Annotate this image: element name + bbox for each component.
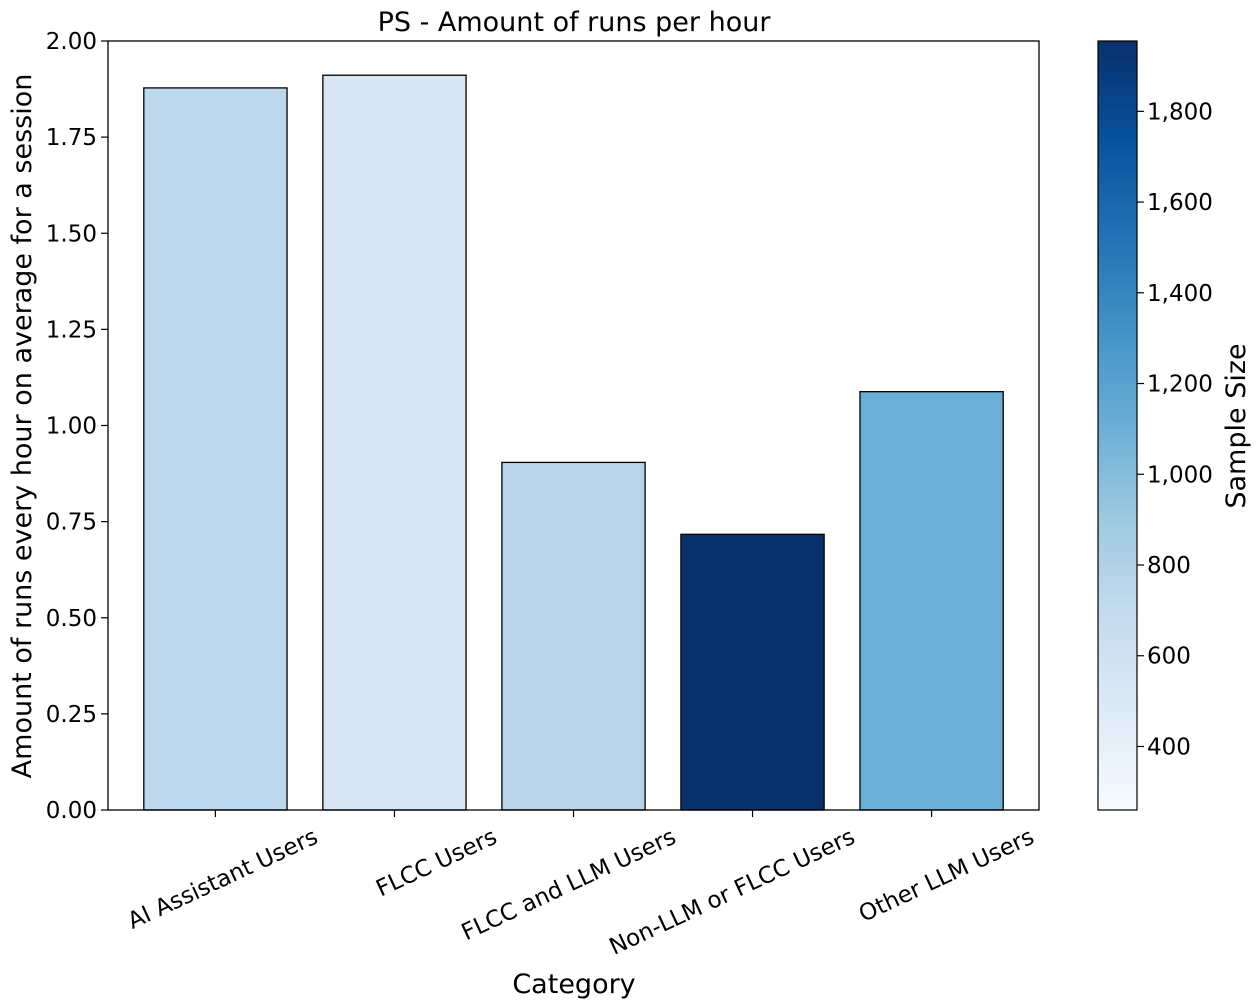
- y-tick-label: 0.75: [46, 510, 97, 536]
- x-tick-label: AI Assistant Users: [124, 824, 322, 935]
- chart-title: PS - Amount of runs per hour: [378, 7, 772, 38]
- bar-1: [143, 87, 288, 811]
- colorbar-tick-label: 600: [1147, 644, 1191, 670]
- colorbar-ticks: 400 600 800 1,000 1,200 1,400 1,600 1,800: [1137, 99, 1213, 760]
- bar-5: [859, 391, 1004, 811]
- colorbar-gradient: [1097, 40, 1138, 811]
- x-axis-label: Category: [512, 969, 635, 1000]
- y-axis-label: Amount of runs every hour on average for…: [7, 74, 38, 779]
- bar-4: [680, 533, 825, 811]
- colorbar-label: Sample Size: [1221, 343, 1252, 508]
- bar-3: [501, 461, 646, 811]
- colorbar-tick-label: 400: [1147, 734, 1191, 760]
- colorbar-tick-label: 1,200: [1147, 372, 1213, 398]
- bars-group: [143, 74, 1004, 811]
- y-tick-label: 1.50: [46, 221, 97, 247]
- y-tick-label: 2.00: [46, 29, 97, 55]
- y-tick-label: 1.75: [46, 125, 97, 151]
- y-tick-label: 0.50: [46, 606, 97, 632]
- colorbar-tick-label: 1,600: [1147, 190, 1213, 216]
- y-tick-label: 0.25: [46, 702, 97, 728]
- y-axis: 0.00 0.25 0.50 0.75 1.00 1.25 1.50 1.75 2.00: [46, 29, 108, 824]
- y-tick-label: 0.00: [46, 798, 97, 824]
- y-tick-label: 1.25: [46, 317, 97, 343]
- colorbar: 400 600 800 1,000 1,200 1,400 1,600 1,800 Sampl…: [1097, 40, 1252, 811]
- x-tick-label: FLCC Users: [372, 824, 501, 902]
- colorbar-tick-label: 1,000: [1147, 462, 1213, 488]
- colorbar-tick-label: 1,400: [1147, 281, 1213, 307]
- plot-area: 0.00 0.25 0.50 0.75 1.00 1.25 1.50 1.75 2.00 AI …: [46, 29, 1040, 961]
- colorbar-tick-label: 1,800: [1147, 99, 1213, 125]
- y-tick-label: 1.00: [46, 414, 97, 440]
- bar-2: [322, 74, 467, 811]
- colorbar-tick-label: 800: [1147, 553, 1191, 579]
- x-tick-label: Other LLM Users: [855, 824, 1038, 928]
